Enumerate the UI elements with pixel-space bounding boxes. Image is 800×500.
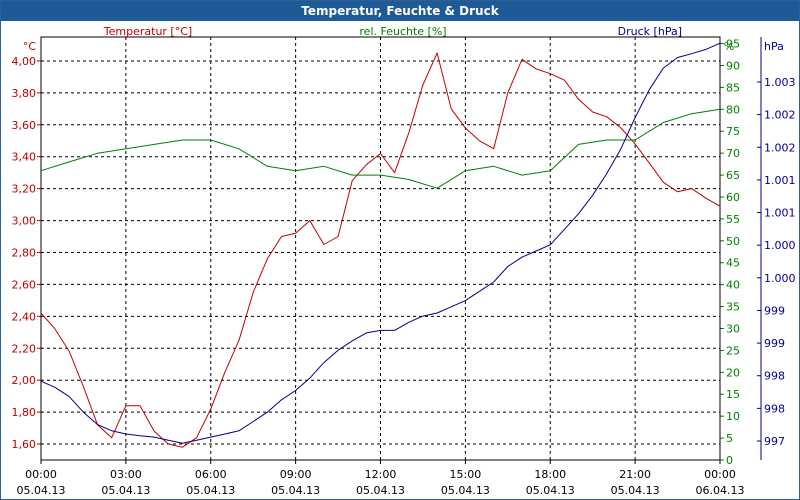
pressure-tick-label: 999 <box>764 304 785 317</box>
temperature-tick-label: 2,60 <box>12 278 37 291</box>
pressure-line <box>40 42 721 444</box>
temperature-tick-label: 3,60 <box>12 119 37 132</box>
temperature-axis-title: Temperatur [°C] <box>103 25 192 38</box>
date-tick-label: 05.04.13 <box>17 484 66 497</box>
date-tick-label: 05.04.13 <box>101 484 150 497</box>
date-tick-label: 05.04.13 <box>441 484 490 497</box>
temperature-unit-label: °C <box>23 40 37 53</box>
temperature-tick-label: 3,00 <box>12 215 37 228</box>
humidity-tick-label: 45 <box>726 257 740 270</box>
pressure-tick-label: 999 <box>764 337 785 350</box>
time-tick-label: 15:00 <box>450 468 482 481</box>
chart-title: Temperatur, Feuchte & Druck <box>1 1 799 21</box>
temperature-tick-label: 3,80 <box>12 87 37 100</box>
humidity-tick-label: 60 <box>726 191 740 204</box>
humidity-tick-label: 55 <box>726 213 740 226</box>
time-tick-label: 09:00 <box>280 468 312 481</box>
temperature-tick-label: 2,80 <box>12 246 37 259</box>
pressure-tick-label: 1.000 <box>764 272 796 285</box>
time-tick-label: 03:00 <box>110 468 142 481</box>
humidity-tick-label: 75 <box>726 125 740 138</box>
temperature-tick-label: 3,20 <box>12 183 37 196</box>
humidity-unit-label: % <box>724 40 734 53</box>
date-tick-label: 05.04.13 <box>271 484 320 497</box>
time-tick-label: 12:00 <box>365 468 397 481</box>
pressure-axis-title: Druck [hPa] <box>618 25 682 38</box>
pressure-tick-label: 1.002 <box>764 109 796 122</box>
date-tick-label: 05.04.13 <box>526 484 575 497</box>
date-tick-label: 06.04.13 <box>696 484 745 497</box>
grid-layer <box>37 37 761 464</box>
humidity-tick-label: 80 <box>726 103 740 116</box>
time-tick-label: 00:00 <box>704 468 736 481</box>
date-tick-label: 05.04.13 <box>186 484 235 497</box>
pressure-tick-label: 1.001 <box>764 207 796 220</box>
temperature-tick-label: 2,40 <box>12 310 37 323</box>
humidity-tick-label: 5 <box>726 432 733 445</box>
humidity-tick-label: 20 <box>726 366 740 379</box>
humidity-tick-label: 90 <box>726 59 740 72</box>
time-tick-label: 21:00 <box>619 468 651 481</box>
time-tick-label: 00:00 <box>25 468 57 481</box>
temperature-tick-label: 2,00 <box>12 374 37 387</box>
pressure-tick-label: 997 <box>764 435 785 448</box>
pressure-unit-label: hPa <box>764 40 784 53</box>
pressure-tick-label: 1.001 <box>764 174 796 187</box>
temperature-tick-label: 2,20 <box>12 342 37 355</box>
humidity-tick-label: 95 <box>726 38 740 51</box>
time-tick-label: 06:00 <box>195 468 227 481</box>
humidity-tick-label: 25 <box>726 344 740 357</box>
temperature-tick-label: 1,60 <box>12 438 37 451</box>
time-tick-label: 18:00 <box>534 468 566 481</box>
pressure-tick-label: 1.002 <box>764 141 796 154</box>
humidity-tick-label: 70 <box>726 147 740 160</box>
temperature-line <box>40 52 721 448</box>
humidity-tick-label: 35 <box>726 301 740 314</box>
humidity-line <box>40 108 721 189</box>
humidity-tick-label: 15 <box>726 388 740 401</box>
label-layer: °C Temperatur [°C] % rel. Feuchte [%] hP… <box>12 25 796 497</box>
humidity-tick-label: 85 <box>726 81 740 94</box>
temperature-tick-label: 4,00 <box>12 55 37 68</box>
pressure-tick-label: 998 <box>764 402 785 415</box>
humidity-tick-label: 30 <box>726 322 740 335</box>
humidity-tick-label: 40 <box>726 279 740 292</box>
pressure-tick-label: 1.000 <box>764 239 796 252</box>
humidity-tick-label: 0 <box>726 454 733 467</box>
pressure-tick-label: 998 <box>764 370 785 383</box>
date-tick-label: 05.04.13 <box>356 484 405 497</box>
humidity-tick-label: 10 <box>726 410 740 423</box>
temperature-tick-label: 1,80 <box>12 406 37 419</box>
date-tick-label: 05.04.13 <box>611 484 660 497</box>
series-layer <box>40 42 721 448</box>
plot-area <box>40 36 721 461</box>
humidity-tick-label: 65 <box>726 169 740 182</box>
humidity-tick-label: 50 <box>726 235 740 248</box>
pressure-tick-label: 1.003 <box>764 76 796 89</box>
humidity-axis-title: rel. Feuchte [%] <box>359 25 446 38</box>
temperature-tick-label: 3,40 <box>12 151 37 164</box>
